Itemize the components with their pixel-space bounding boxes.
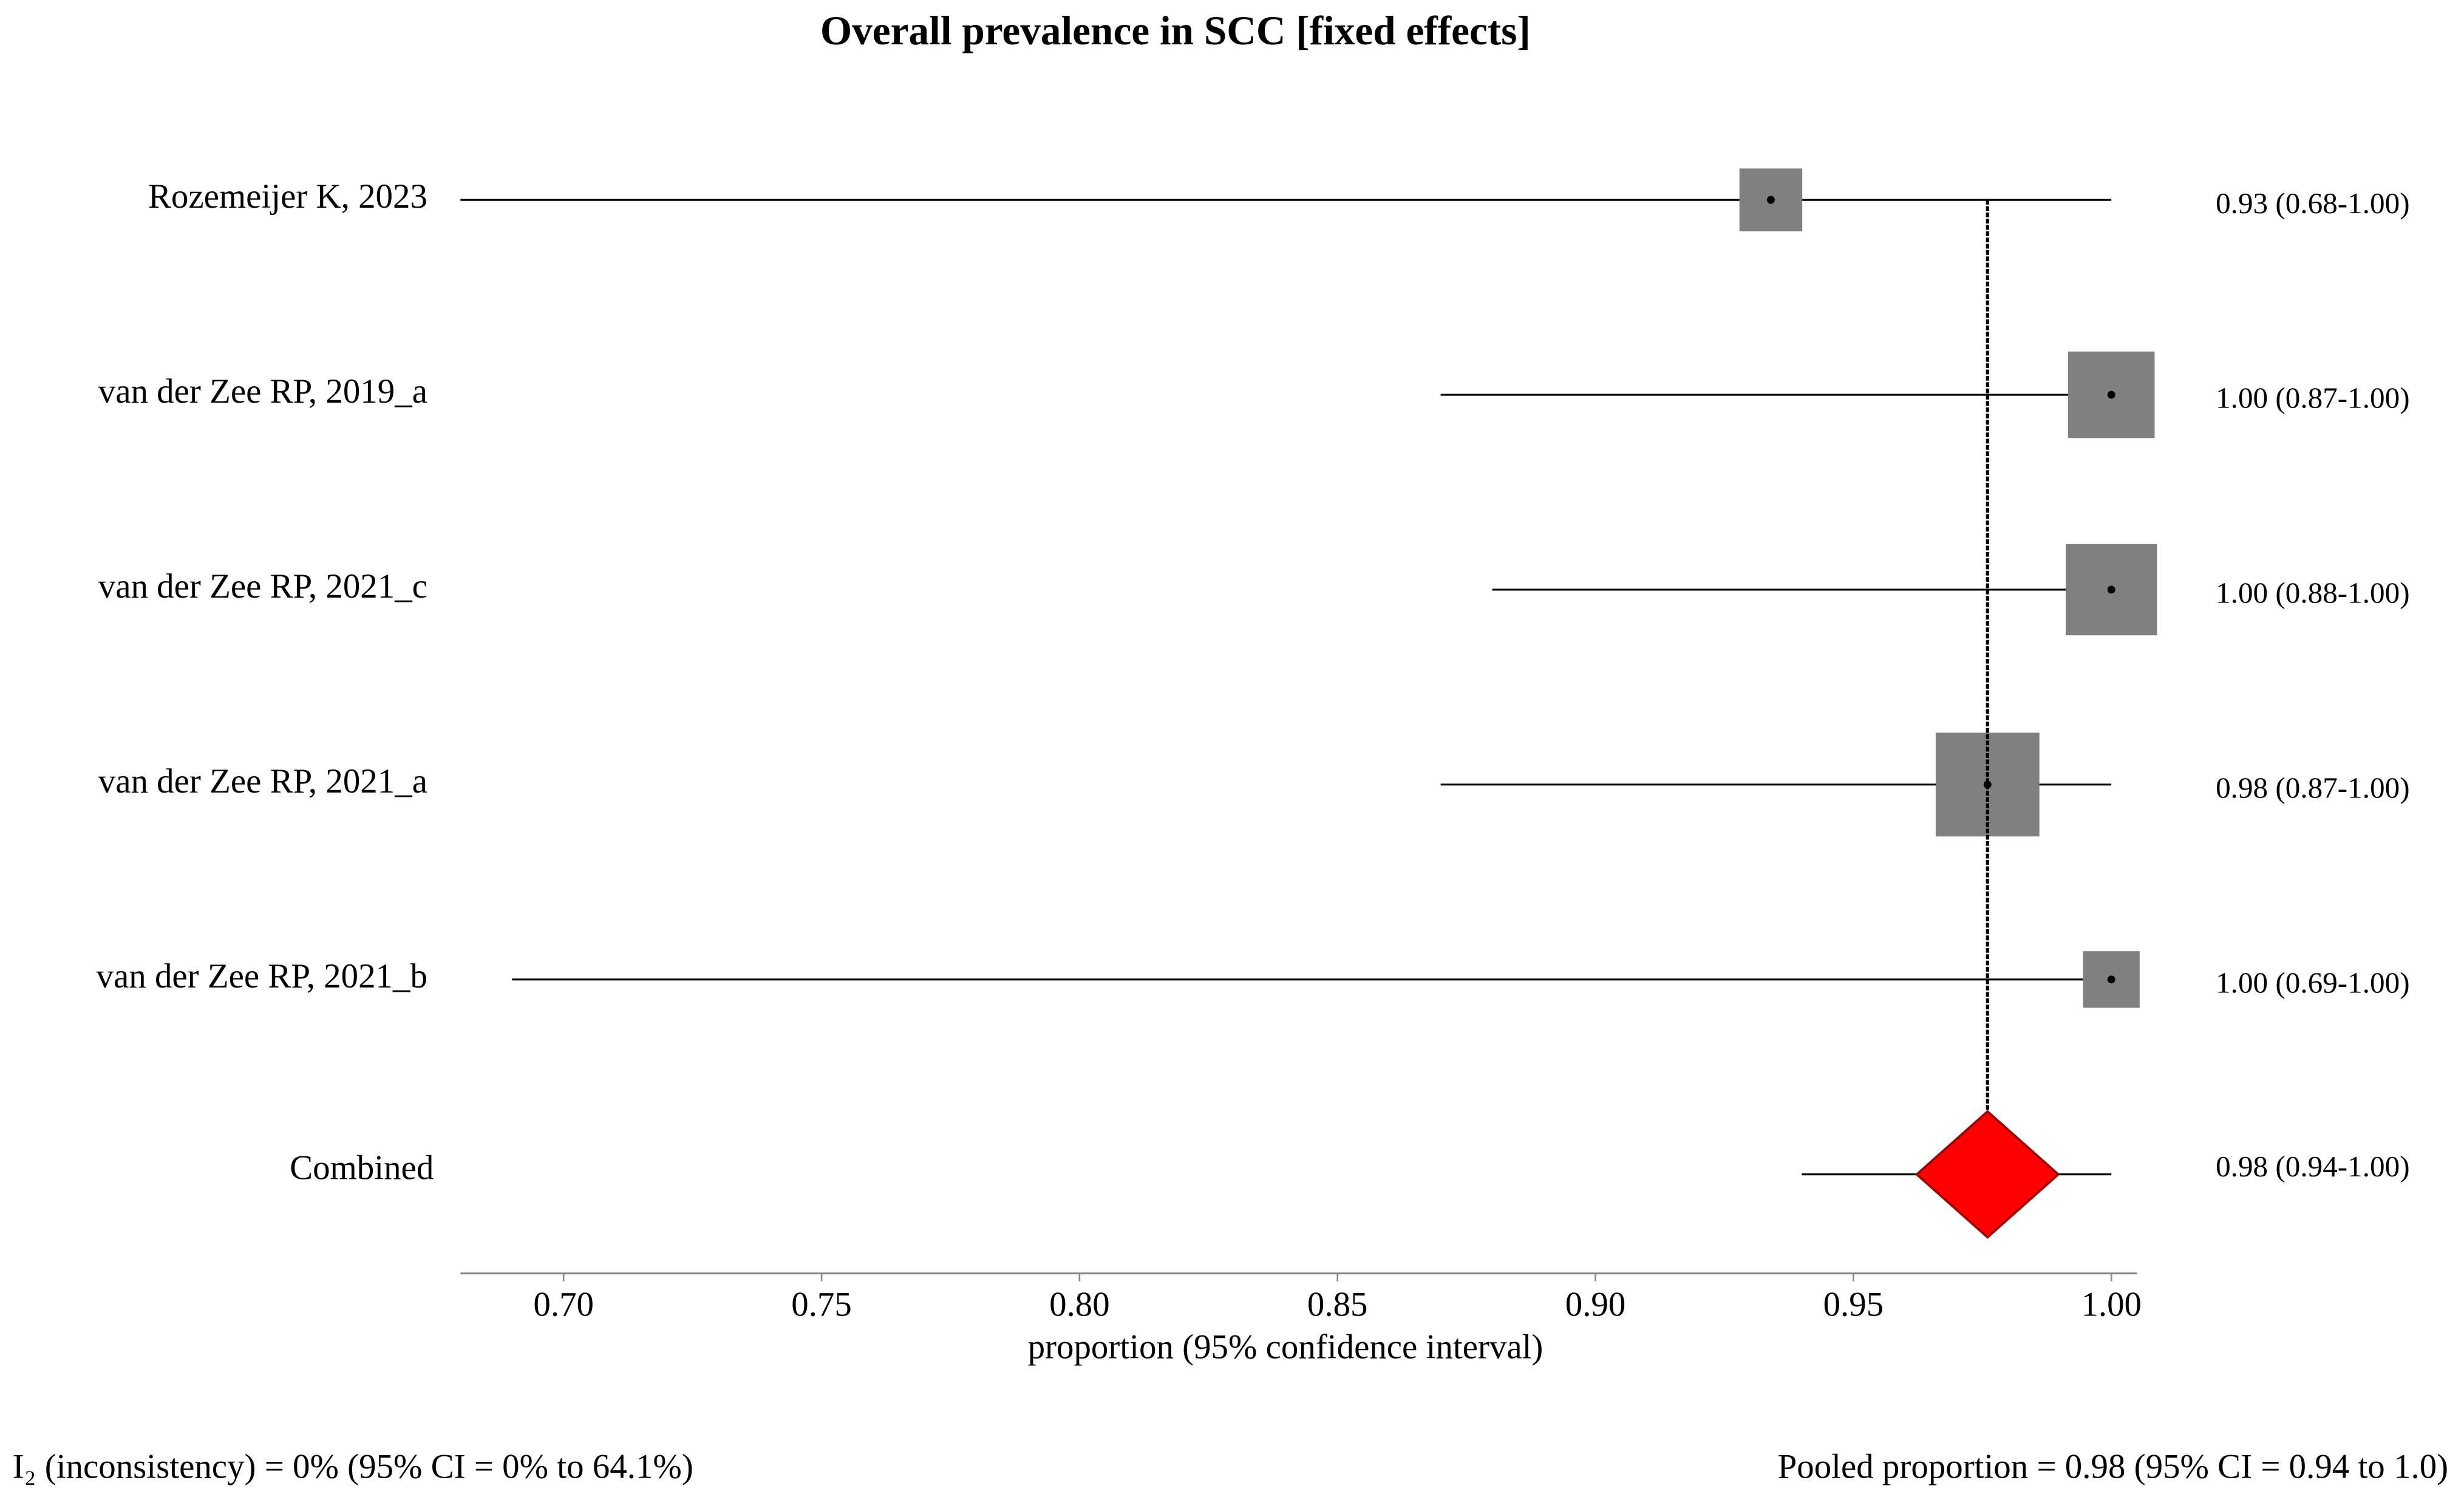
study-label: van der Zee RP, 2021_a — [98, 762, 427, 800]
chart-title: Overall prevalence in SCC [fixed effects… — [820, 8, 1531, 53]
value-label: 0.98 (0.87-1.00) — [2216, 771, 2409, 805]
value-label: 1.00 (0.88-1.00) — [2216, 576, 2409, 610]
footer-right: Pooled proportion = 0.98 (95% CI = 0.94 … — [1778, 1447, 2449, 1485]
study-label: Combined — [290, 1149, 434, 1187]
x-tick-label: 0.95 — [1823, 1286, 1884, 1324]
x-tick-label: 0.90 — [1565, 1286, 1626, 1324]
x-tick-label: 0.85 — [1307, 1286, 1368, 1324]
combined-diamond — [1914, 1110, 2060, 1239]
value-label: 1.00 (0.87-1.00) — [2216, 381, 2409, 415]
point-estimate — [2107, 975, 2115, 984]
point-estimate — [1766, 196, 1775, 204]
x-tick-label: 0.80 — [1049, 1286, 1110, 1324]
study-label: van der Zee RP, 2021_c — [98, 567, 427, 605]
value-label: 0.93 (0.68-1.00) — [2216, 186, 2409, 220]
study-label: van der Zee RP, 2021_b — [97, 957, 427, 995]
x-axis-label: proportion (95% confidence interval) — [1028, 1328, 1543, 1366]
footer-left: I₂ (inconsistency) = 0% (95% CI = 0% to … — [13, 1447, 693, 1485]
x-tick-label: 0.75 — [791, 1286, 852, 1324]
point-estimate — [2107, 391, 2115, 399]
x-tick-label: 0.70 — [533, 1286, 594, 1324]
study-label: Rozemeijer K, 2023 — [148, 177, 427, 216]
point-estimate — [2107, 585, 2115, 594]
value-label: 0.98 (0.94-1.00) — [2216, 1150, 2409, 1183]
study-label: van der Zee RP, 2019_a — [98, 372, 427, 411]
value-label: 1.00 (0.69-1.00) — [2216, 966, 2409, 999]
x-tick-label: 1.00 — [2081, 1286, 2142, 1324]
